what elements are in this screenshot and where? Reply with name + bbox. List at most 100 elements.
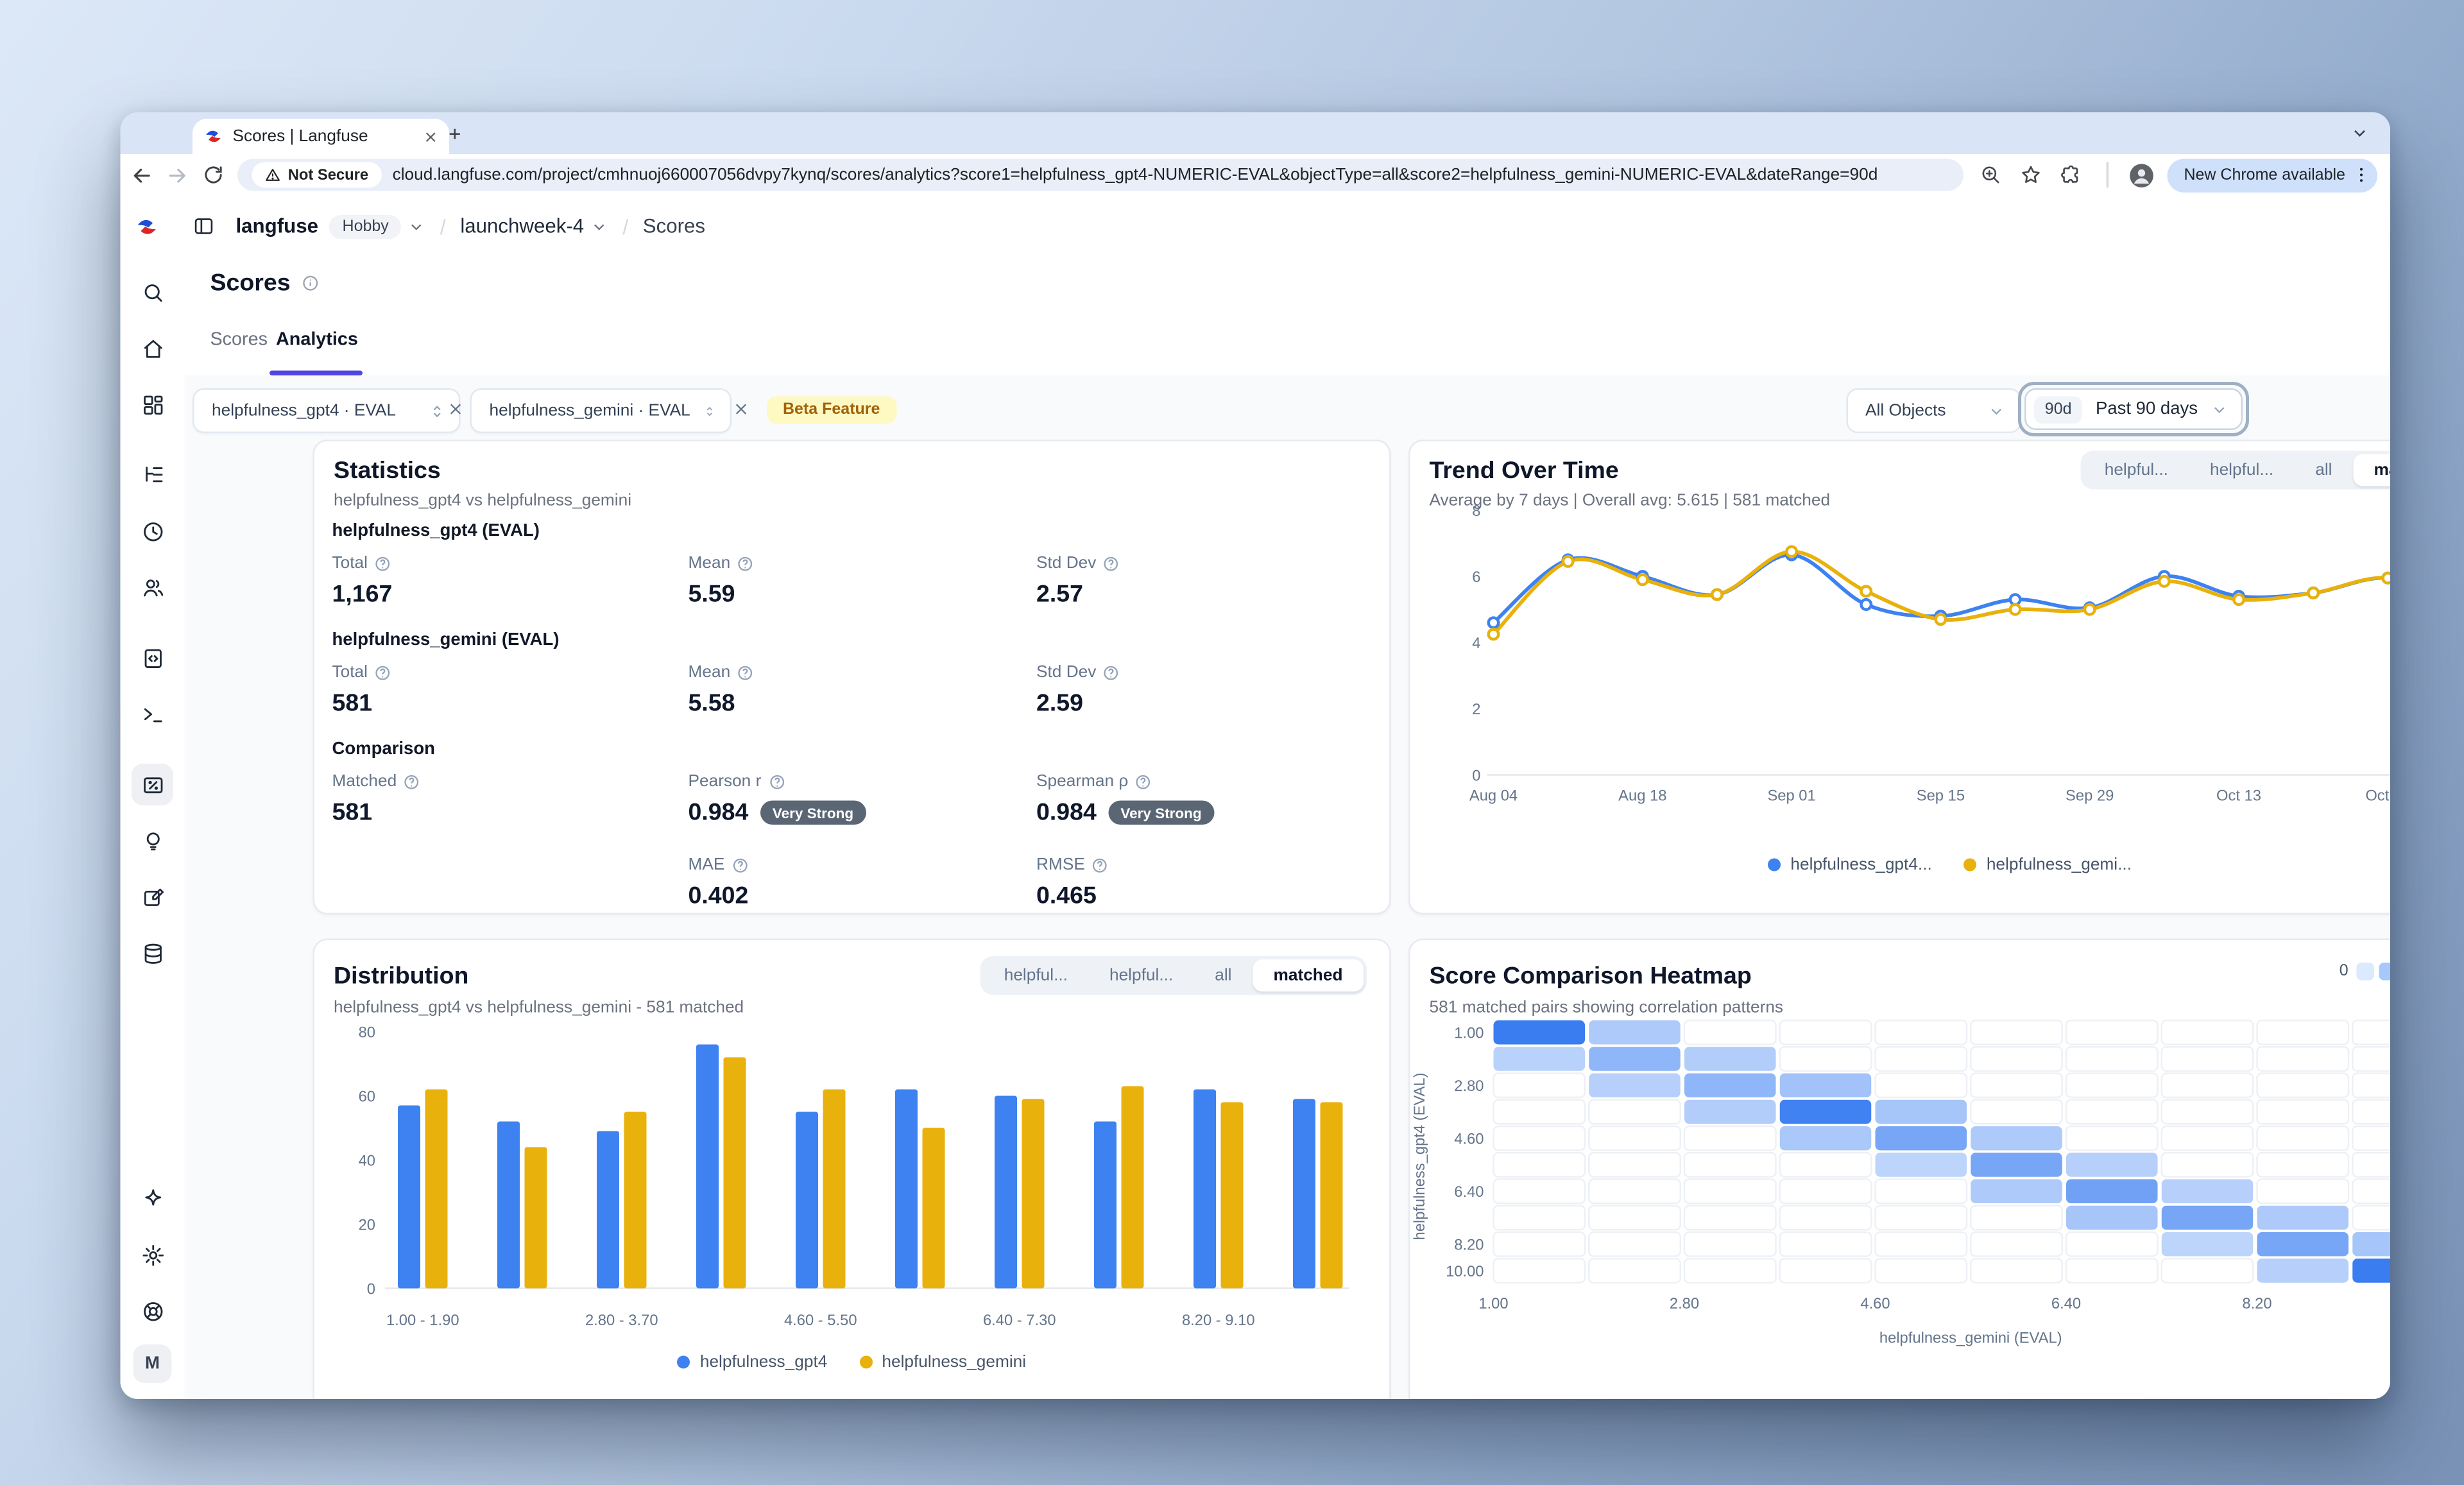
heatmap-cell[interactable] xyxy=(2160,1046,2254,1072)
distribution-bar[interactable] xyxy=(995,1095,1017,1289)
heatmap-cell[interactable] xyxy=(1874,1046,1968,1072)
heatmap-cell[interactable] xyxy=(1493,1072,1586,1099)
heatmap-cell[interactable] xyxy=(2256,1152,2350,1178)
heatmap-cell[interactable] xyxy=(1493,1258,1586,1283)
heatmap-cell[interactable] xyxy=(1589,1047,1681,1071)
info-icon[interactable] xyxy=(302,275,320,293)
heatmap-cell[interactable] xyxy=(1971,1153,2062,1177)
heatmap-cell[interactable] xyxy=(2160,1125,2254,1151)
distribution-bar[interactable] xyxy=(497,1121,520,1289)
user-avatar[interactable]: M xyxy=(133,1344,172,1383)
sidebar-item-search[interactable] xyxy=(132,271,173,313)
sidebar-item-settings[interactable] xyxy=(132,1234,173,1276)
help-icon[interactable] xyxy=(374,664,392,682)
heatmap-cell[interactable] xyxy=(1779,1073,1872,1098)
heatmap-cell[interactable] xyxy=(2065,1019,2159,1045)
heatmap-cell[interactable] xyxy=(1970,1019,2063,1045)
tab-analytics[interactable]: Analytics xyxy=(276,330,358,350)
heatmap-cell[interactable] xyxy=(1493,1125,1586,1151)
reload-button[interactable] xyxy=(200,161,226,189)
trend-data-point[interactable] xyxy=(1561,554,1575,568)
trend-data-point[interactable] xyxy=(2008,603,2022,616)
sidebar-item-playground[interactable] xyxy=(132,693,173,735)
legend-item[interactable]: helpfulness_gemini xyxy=(859,1353,1026,1372)
help-icon[interactable] xyxy=(731,856,749,874)
sidebar-item-tracing[interactable] xyxy=(132,454,173,496)
score1-select[interactable]: helpfulness_gpt4 · EVAL xyxy=(193,388,461,433)
heatmap-cell[interactable] xyxy=(1684,1073,1776,1098)
trend-data-point[interactable] xyxy=(1785,545,1799,558)
distribution-bar[interactable] xyxy=(1022,1099,1045,1289)
distribution-bar[interactable] xyxy=(398,1105,420,1289)
sidebar-item-support[interactable] xyxy=(132,1290,173,1332)
help-icon[interactable] xyxy=(737,664,755,682)
help-icon[interactable] xyxy=(1102,554,1120,572)
heatmap-cell[interactable] xyxy=(2160,1258,2254,1283)
heatmap-cell[interactable] xyxy=(2256,1125,2350,1151)
date-range-select[interactable]: 90d Past 90 days xyxy=(2017,382,2249,436)
heatmap-cell[interactable] xyxy=(1779,1258,1872,1283)
heatmap-cell[interactable] xyxy=(1588,1258,1681,1283)
trend-data-point[interactable] xyxy=(2008,593,2022,606)
distribution-bar[interactable] xyxy=(1094,1121,1116,1289)
heatmap-cell[interactable] xyxy=(1684,1099,1776,1124)
help-icon[interactable] xyxy=(767,773,785,791)
project-chevron-icon[interactable] xyxy=(590,218,608,236)
chrome-update-pill[interactable]: New Chrome available xyxy=(2168,158,2377,192)
heatmap-cell[interactable] xyxy=(1493,1231,1586,1257)
bookmark-star-icon[interactable] xyxy=(2019,162,2044,188)
sidebar-item-dashboard[interactable] xyxy=(132,384,173,425)
heatmap-cell[interactable] xyxy=(2352,1205,2390,1231)
help-icon[interactable] xyxy=(403,773,421,791)
heatmap-cell[interactable] xyxy=(1970,1205,2063,1231)
heatmap-cell[interactable] xyxy=(2161,1205,2254,1230)
sidebar-item-evaluators[interactable] xyxy=(132,876,173,918)
heatmap-cell[interactable] xyxy=(2065,1125,2159,1151)
legend-item[interactable]: helpfulness_gpt4... xyxy=(1768,855,1932,875)
trend-data-point[interactable] xyxy=(2083,603,2096,616)
trend-data-point[interactable] xyxy=(1710,588,1724,601)
sidebar-item-datasets[interactable] xyxy=(132,932,173,974)
heatmap-cell[interactable] xyxy=(1493,1047,1586,1071)
breadcrumb-org[interactable]: langfuse xyxy=(235,215,319,237)
heatmap-cell[interactable] xyxy=(2065,1099,2159,1125)
heatmap-cell[interactable] xyxy=(1779,1152,1872,1178)
heatmap-cell[interactable] xyxy=(1589,1020,1681,1045)
heatmap-cell[interactable] xyxy=(1970,1231,2063,1257)
extensions-icon[interactable] xyxy=(2058,162,2084,188)
heatmap-cell[interactable] xyxy=(1970,1046,2063,1072)
heatmap-cell[interactable] xyxy=(2257,1258,2349,1283)
sidebar-item-users[interactable] xyxy=(132,567,173,608)
heatmap-cell[interactable] xyxy=(1683,1019,1777,1045)
heatmap-cell[interactable] xyxy=(1970,1258,2063,1283)
help-icon[interactable] xyxy=(1134,773,1152,791)
heatmap-cell[interactable] xyxy=(2160,1072,2254,1099)
heatmap-cell[interactable] xyxy=(1874,1072,1968,1099)
url-text[interactable]: cloud.langfuse.com/project/cmhnuoj660007… xyxy=(392,165,1878,185)
sidebar-item-prompts[interactable] xyxy=(132,637,173,679)
heatmap-cell[interactable] xyxy=(2352,1125,2390,1151)
distribution-bar[interactable] xyxy=(1194,1089,1216,1289)
trend-data-point[interactable] xyxy=(1487,628,1500,641)
heatmap-cell[interactable] xyxy=(1875,1099,1967,1124)
score2-select[interactable]: helpfulness_gemini · EVAL xyxy=(470,388,732,433)
help-icon[interactable] xyxy=(737,554,755,572)
heatmap-cell[interactable] xyxy=(1588,1231,1681,1257)
heatmap-cell[interactable] xyxy=(1875,1126,1967,1151)
sidebar-toggle-icon[interactable] xyxy=(193,215,215,237)
trend-data-point[interactable] xyxy=(2381,571,2390,585)
heatmap-cell[interactable] xyxy=(1493,1178,1586,1205)
heatmap-cell[interactable] xyxy=(2352,1178,2390,1205)
heatmap-cell[interactable] xyxy=(1683,1258,1777,1283)
distribution-bar[interactable] xyxy=(425,1089,448,1289)
heatmap-cell[interactable] xyxy=(1588,1178,1681,1205)
trend-data-point[interactable] xyxy=(2157,574,2171,588)
heatmap-cell[interactable] xyxy=(2160,1099,2254,1125)
distribution-bar[interactable] xyxy=(1121,1086,1144,1289)
heatmap-cell[interactable] xyxy=(1493,1020,1586,1045)
heatmap-cell[interactable] xyxy=(1874,1178,1968,1205)
heatmap-cell[interactable] xyxy=(2161,1232,2254,1257)
legend-item[interactable]: helpfulness_gemi... xyxy=(1964,855,2132,875)
object-type-select[interactable]: All Objects xyxy=(1846,388,2021,433)
heatmap-cell[interactable] xyxy=(2065,1231,2159,1257)
